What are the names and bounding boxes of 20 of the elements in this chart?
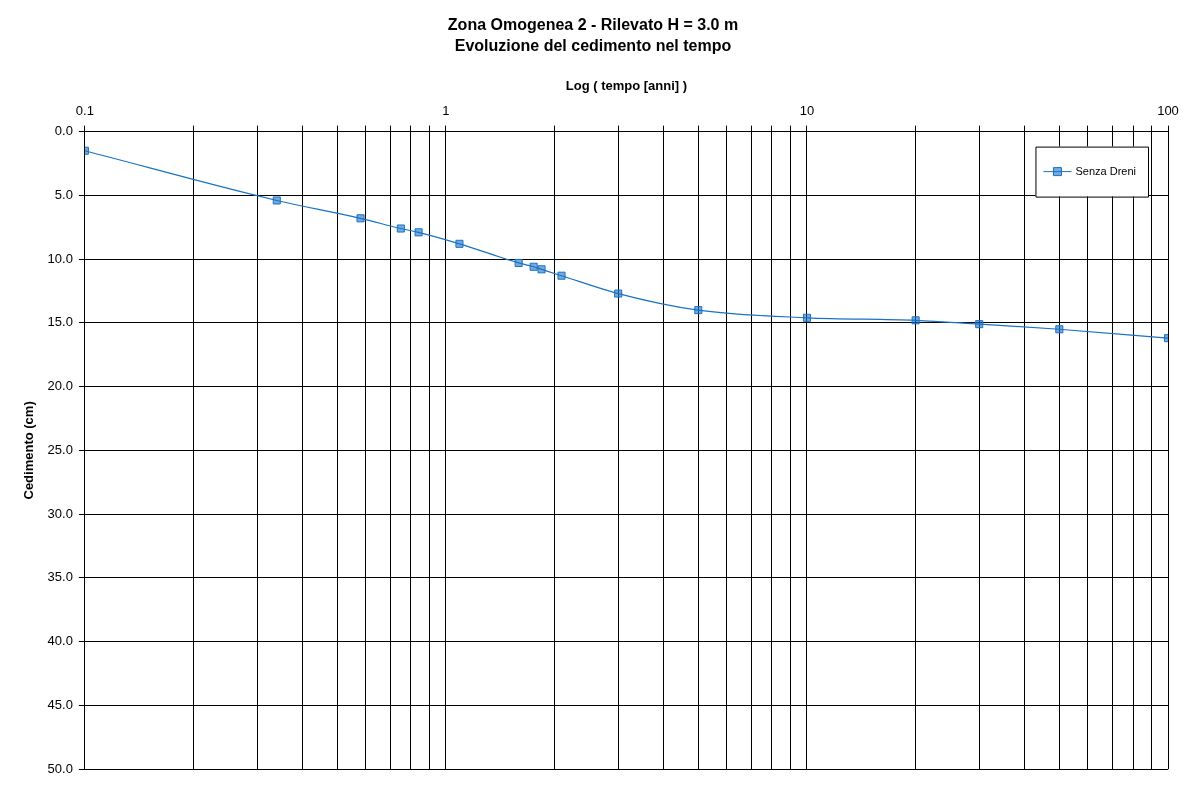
y-tick-label: 5.0 [54, 186, 73, 202]
x-tick-label: 0.1 [75, 103, 94, 119]
chart-subtitle: Evoluzione del cedimento nel tempo [454, 37, 732, 55]
y-tick-label: 0.0 [54, 123, 73, 139]
y-tick-label: 45.0 [47, 697, 73, 713]
y-tick-label: 25.0 [47, 441, 73, 457]
y-tick-label: 40.0 [47, 633, 73, 649]
y-tick-label: 50.0 [47, 760, 73, 776]
x-tick-label: 1 [442, 103, 450, 119]
chart-title: Zona Omogenea 2 - Rilevato H = 3.0 m [447, 16, 739, 34]
y-axis-title: Cedimento (cm) [21, 401, 37, 500]
y-tick-label: 15.0 [47, 314, 73, 330]
x-axis-title: Log ( tempo [anni] ) [565, 77, 688, 93]
y-tick-label: 20.0 [47, 378, 73, 394]
x-tick-label: 100 [1157, 103, 1179, 119]
y-tick-label: 35.0 [47, 569, 73, 585]
y-tick-label: 10.0 [47, 250, 73, 266]
y-tick-label: 30.0 [47, 505, 73, 521]
x-tick-label: 10 [799, 103, 815, 119]
legend-label: Senza Dreni [1075, 164, 1137, 177]
